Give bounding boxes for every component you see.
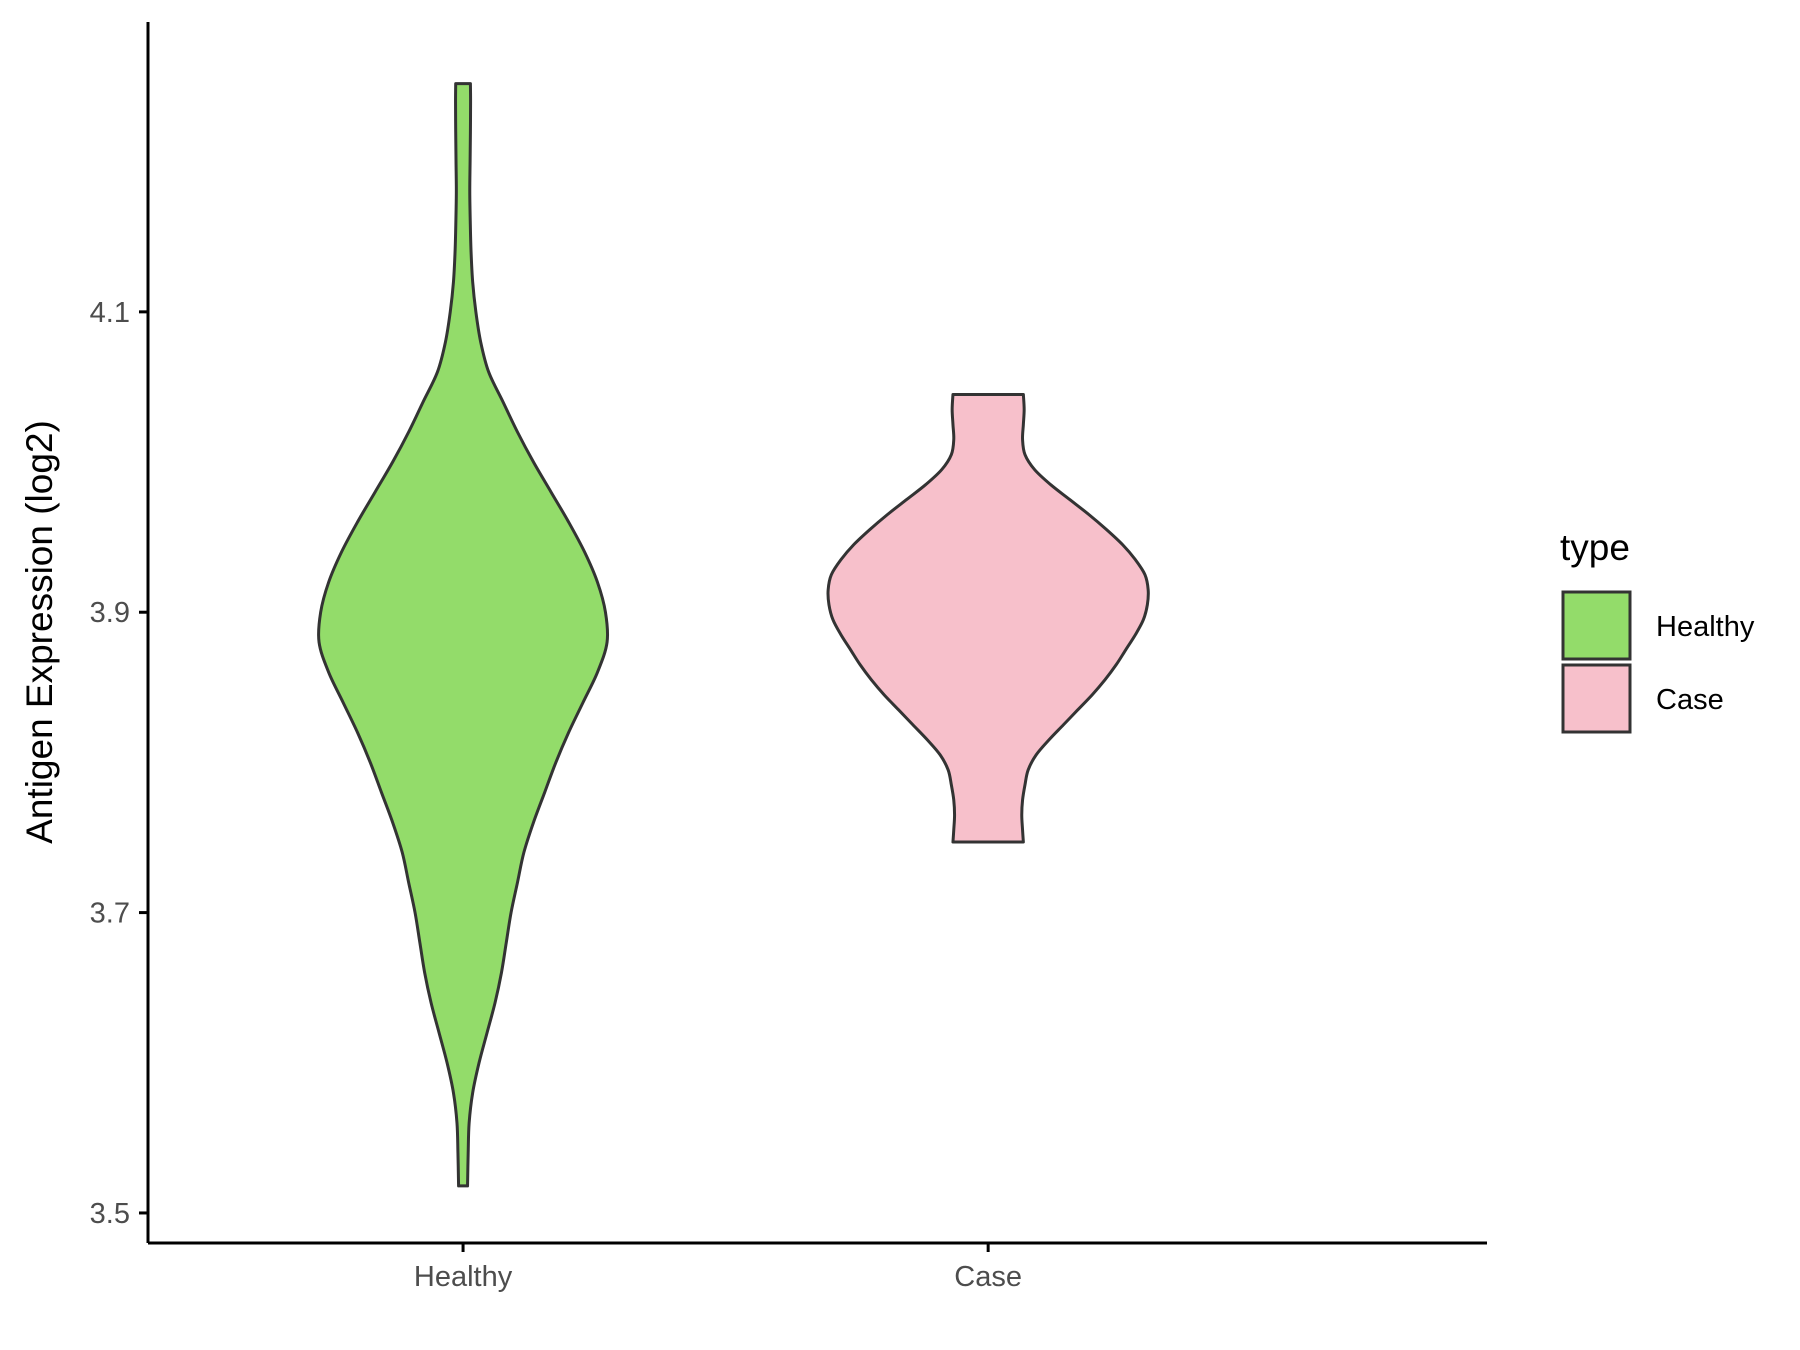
y-tick-label: 4.1 bbox=[90, 297, 130, 329]
legend-label-case: Case bbox=[1656, 684, 1724, 716]
x-ticks: Healthy Case bbox=[414, 1243, 1022, 1293]
legend-swatch-healthy bbox=[1561, 590, 1632, 661]
legend: type Healthy Case bbox=[1560, 527, 1755, 734]
violin-healthy bbox=[317, 82, 610, 1188]
legend-label-healthy: Healthy bbox=[1656, 611, 1755, 643]
legend-swatch-case bbox=[1561, 663, 1632, 734]
legend-entries: Healthy Case bbox=[1561, 590, 1755, 734]
y-tick-label: 3.5 bbox=[90, 1198, 130, 1230]
y-ticks: 3.5 3.7 3.9 4.1 bbox=[90, 297, 148, 1230]
x-tick-label: Healthy bbox=[414, 1261, 513, 1293]
violin-case bbox=[826, 392, 1150, 844]
axes bbox=[146, 22, 1487, 1245]
legend-title: type bbox=[1560, 527, 1630, 568]
y-tick-label: 3.9 bbox=[90, 597, 130, 629]
x-tick-label: Case bbox=[954, 1261, 1022, 1293]
plot-area bbox=[317, 82, 1150, 1188]
y-tick-label: 3.7 bbox=[90, 898, 130, 930]
y-axis-title: Antigen Expression (log2) bbox=[19, 420, 60, 844]
